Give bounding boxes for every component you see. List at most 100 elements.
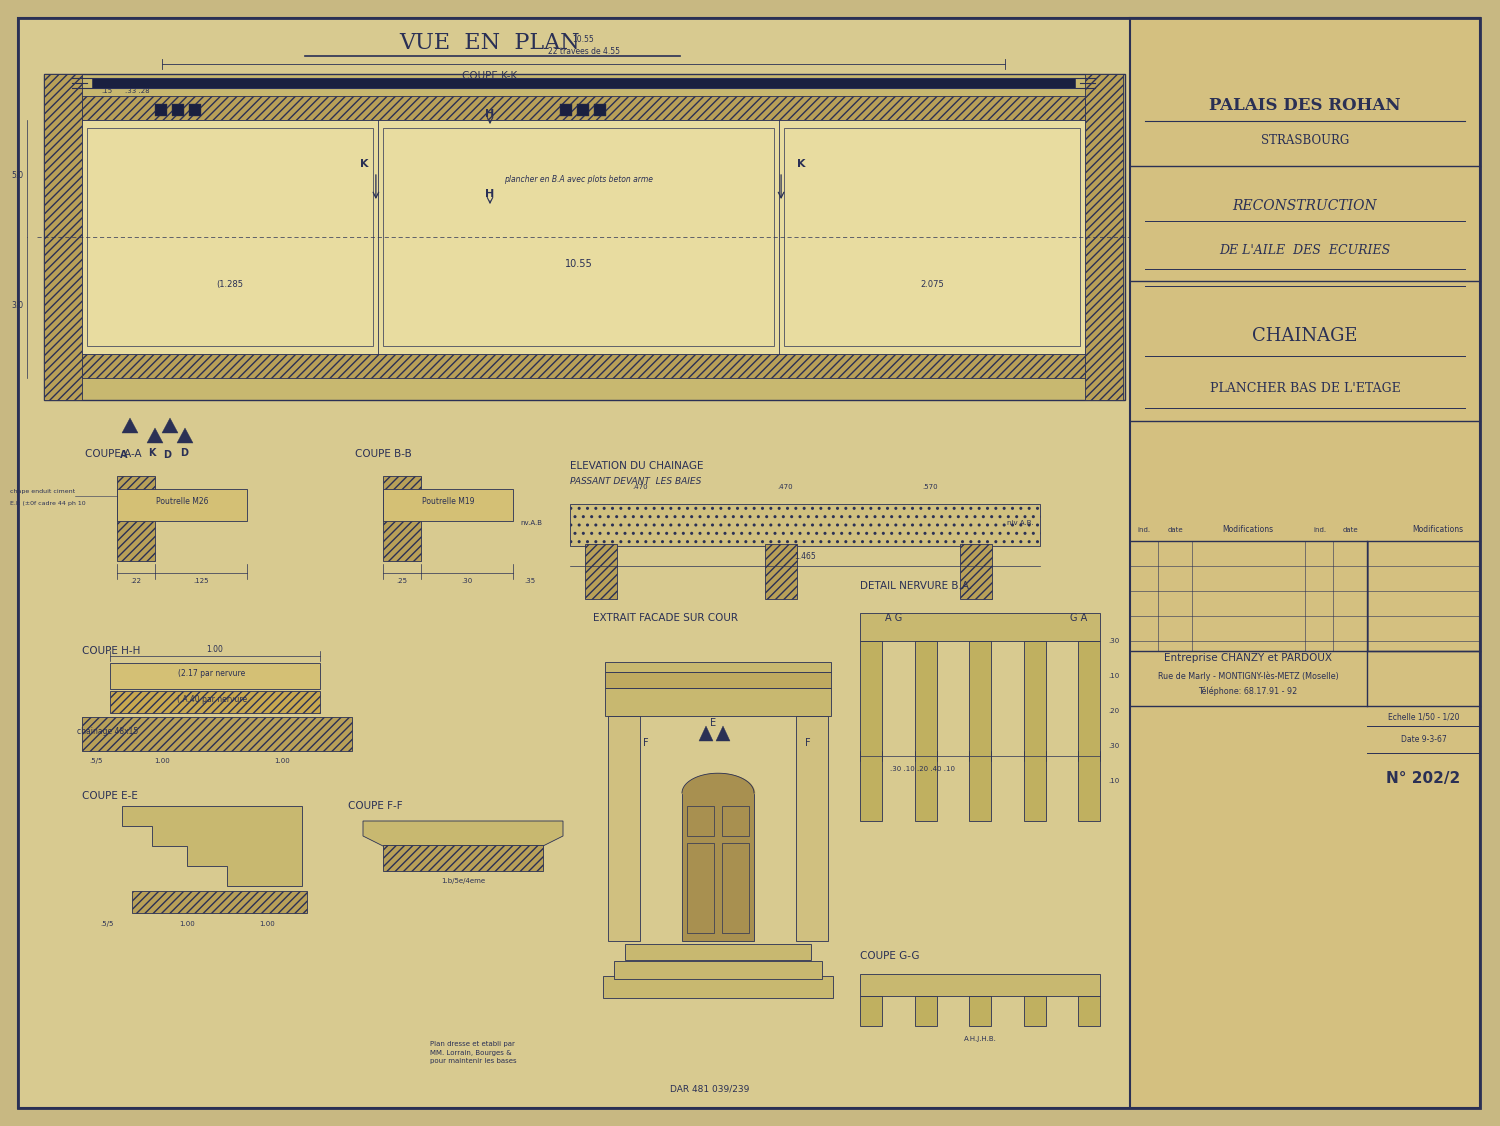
Text: Plan dresse et etabli par
MM. Lorrain, Bourges &
pour maintenir les bases: Plan dresse et etabli par MM. Lorrain, B… xyxy=(430,1042,516,1064)
Text: Rue de Marly - MONTIGNY-lès-METZ (Moselle): Rue de Marly - MONTIGNY-lès-METZ (Mosell… xyxy=(1158,671,1338,681)
Text: .470: .470 xyxy=(632,484,648,490)
Text: 1.00: 1.00 xyxy=(274,758,290,765)
Bar xyxy=(604,672,831,688)
Text: PLANCHER BAS DE L'ETAGE: PLANCHER BAS DE L'ETAGE xyxy=(1209,382,1401,394)
Text: D: D xyxy=(180,448,188,458)
Text: 5.0: 5.0 xyxy=(10,171,22,180)
Text: .10: .10 xyxy=(1108,673,1119,679)
Bar xyxy=(1130,18,1480,1108)
Polygon shape xyxy=(147,428,164,443)
Bar xyxy=(859,613,1100,641)
Bar xyxy=(614,960,822,978)
Text: CHAINAGE: CHAINAGE xyxy=(1252,327,1358,345)
Bar xyxy=(603,976,832,998)
Text: K: K xyxy=(148,448,156,458)
Text: COUPE K-K: COUPE K-K xyxy=(462,71,518,81)
Text: EXTRAIT FACADE SUR COUR: EXTRAIT FACADE SUR COUR xyxy=(592,613,738,623)
Text: Téléphone: 68.17.91 - 92: Téléphone: 68.17.91 - 92 xyxy=(1198,686,1298,696)
Text: E.P. (±0f cadre 44 ph 10: E.P. (±0f cadre 44 ph 10 xyxy=(10,501,86,506)
Bar xyxy=(110,663,320,689)
Bar xyxy=(44,74,1125,400)
Text: Poutrelle M19: Poutrelle M19 xyxy=(422,497,474,506)
Text: date: date xyxy=(1342,527,1358,533)
Polygon shape xyxy=(363,821,562,846)
Text: COUPE F-F: COUPE F-F xyxy=(348,801,402,811)
Bar xyxy=(44,74,82,400)
Bar xyxy=(132,891,308,913)
Text: A G: A G xyxy=(885,613,903,623)
Bar xyxy=(585,544,616,599)
Text: .30 .10 .20 .40 .10: .30 .10 .20 .40 .10 xyxy=(890,766,956,772)
Text: Entreprise CHANZY et PARDOUX: Entreprise CHANZY et PARDOUX xyxy=(1164,653,1332,663)
Text: 1.00: 1.00 xyxy=(154,758,170,765)
Bar xyxy=(604,662,831,672)
Bar xyxy=(608,716,640,941)
Text: Echelle 1/50 - 1/20: Echelle 1/50 - 1/20 xyxy=(1388,713,1460,722)
Text: STRASBOURG: STRASBOURG xyxy=(1262,134,1348,148)
Text: nv.A.B: nv.A.B xyxy=(520,520,542,526)
Bar xyxy=(682,793,754,941)
Text: COUPE H-H: COUPE H-H xyxy=(82,646,141,656)
Bar xyxy=(382,489,513,521)
Bar xyxy=(117,476,154,561)
Bar xyxy=(594,104,606,116)
Text: .10: .10 xyxy=(1108,778,1119,784)
Bar xyxy=(382,476,422,561)
Bar xyxy=(626,944,812,960)
Text: Poutrelle M26: Poutrelle M26 xyxy=(156,497,209,506)
Text: G A: G A xyxy=(1070,613,1088,623)
Bar xyxy=(859,997,882,1026)
Text: niv A.B.: niv A.B. xyxy=(1007,520,1034,526)
Polygon shape xyxy=(162,418,178,434)
Bar xyxy=(604,688,831,716)
Text: (1.285: (1.285 xyxy=(216,280,243,289)
Bar xyxy=(110,691,320,713)
Bar xyxy=(87,128,374,346)
Text: ELEVATION DU CHAINAGE: ELEVATION DU CHAINAGE xyxy=(570,461,704,471)
Text: chainage 48x15: chainage 48x15 xyxy=(76,727,138,736)
Text: DE L'AILE  DES  ECURIES: DE L'AILE DES ECURIES xyxy=(1220,244,1391,258)
Polygon shape xyxy=(122,418,138,434)
Polygon shape xyxy=(699,726,712,741)
Text: .22: .22 xyxy=(130,578,141,584)
Text: Modifications: Modifications xyxy=(1413,526,1464,535)
Text: DETAIL NERVURE B.A.: DETAIL NERVURE B.A. xyxy=(859,581,972,591)
Text: 22 travees de 4.55: 22 travees de 4.55 xyxy=(548,47,620,56)
Text: ind.: ind. xyxy=(1137,527,1150,533)
Text: DAR 481 039/239: DAR 481 039/239 xyxy=(670,1085,750,1094)
Bar xyxy=(1078,997,1100,1026)
Polygon shape xyxy=(177,428,194,443)
Text: (2.17 par nervure: (2.17 par nervure xyxy=(178,669,246,678)
Bar xyxy=(189,104,201,116)
Text: .125: .125 xyxy=(194,578,208,584)
Text: chape enduit ciment: chape enduit ciment xyxy=(10,489,75,494)
Text: 1.00: 1.00 xyxy=(207,645,224,654)
Text: Modifications: Modifications xyxy=(1222,526,1274,535)
Text: .35: .35 xyxy=(525,578,536,584)
Text: date: date xyxy=(1167,527,1184,533)
Bar xyxy=(117,489,248,521)
Text: PASSANT DEVANT  LES BAIES: PASSANT DEVANT LES BAIES xyxy=(570,476,702,485)
Text: .33 .28: .33 .28 xyxy=(124,88,150,93)
Polygon shape xyxy=(716,726,730,741)
Bar xyxy=(765,544,796,599)
Text: COUPE B-B: COUPE B-B xyxy=(356,449,411,459)
Text: COUPE E-E: COUPE E-E xyxy=(82,790,138,801)
Text: .470: .470 xyxy=(777,484,794,490)
Text: .30: .30 xyxy=(1108,743,1119,749)
Text: .570: .570 xyxy=(922,484,938,490)
Text: PALAIS DES ROHAN: PALAIS DES ROHAN xyxy=(1209,98,1401,115)
Bar xyxy=(382,844,543,872)
Text: F: F xyxy=(806,738,810,748)
Bar xyxy=(578,104,590,116)
Bar xyxy=(1084,74,1124,400)
Bar xyxy=(784,128,1080,346)
Text: VUE  EN  PLAN: VUE EN PLAN xyxy=(399,32,580,54)
Text: .25: .25 xyxy=(396,578,408,584)
Bar xyxy=(859,641,882,821)
Bar xyxy=(1023,641,1046,821)
Text: A.H.J.H.B.: A.H.J.H.B. xyxy=(963,1036,996,1042)
Text: 10.55: 10.55 xyxy=(573,35,594,44)
Text: ind.: ind. xyxy=(1314,527,1326,533)
Text: (.A.40 par nervure: (.A.40 par nervure xyxy=(177,695,248,704)
